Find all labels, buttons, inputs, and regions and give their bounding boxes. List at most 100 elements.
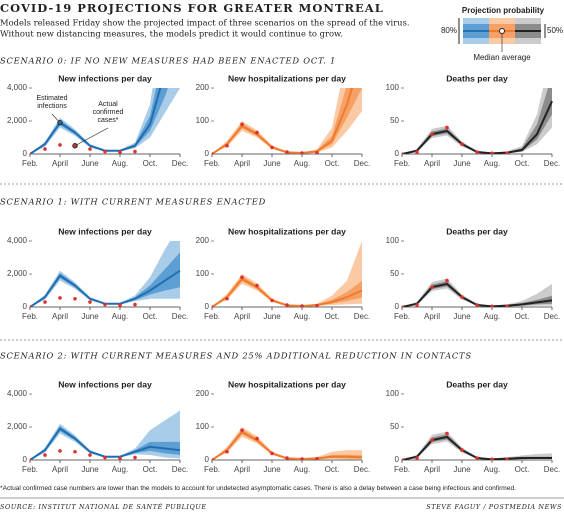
actual-dot <box>118 456 122 460</box>
x-tick-label: Aug. <box>112 159 128 168</box>
actual-dot <box>133 455 137 460</box>
actual-dot <box>490 457 494 460</box>
actual-dot <box>103 149 107 154</box>
band <box>402 434 552 460</box>
x-tick-label: Feb. <box>204 465 220 474</box>
x-tick-label: Feb. <box>22 159 38 168</box>
x-tick-label: Dec. <box>172 465 188 474</box>
plot <box>402 278 553 307</box>
actual-dot <box>505 457 509 460</box>
plot <box>30 410 181 460</box>
y-tick-label: 0 <box>395 149 400 158</box>
actual-dot <box>225 143 229 148</box>
actual-dot <box>103 302 107 307</box>
x-tick-label: April <box>234 312 250 321</box>
x-tick-label: Oct. <box>325 465 340 474</box>
y-tick-label: 2,000 <box>7 269 28 278</box>
legend-title: Projection probability <box>462 6 545 15</box>
x-tick-label: April <box>234 159 250 168</box>
median-line <box>212 430 363 460</box>
x-tick-label: Dec. <box>544 312 560 321</box>
chart: New hospitalizations per day 0 100 200 Feb. A… <box>196 73 371 168</box>
annotation: infections <box>37 103 67 110</box>
x-tick-label: Dec. <box>354 159 370 168</box>
y-tick-label: 100 <box>386 236 400 245</box>
x-tick-label: Feb. <box>394 465 410 474</box>
actual-dot <box>430 438 434 443</box>
chart-title: New hospitalizations per day <box>228 73 346 83</box>
actual-dot <box>118 303 122 307</box>
actual-dot <box>118 150 122 154</box>
y-tick-label: 100 <box>386 83 400 92</box>
x-tick-label: Aug. <box>484 465 500 474</box>
x-tick-label: Feb. <box>204 312 220 321</box>
y-tick-label: 2,000 <box>7 422 28 431</box>
y-tick-label: 200 <box>196 83 210 92</box>
x-tick-label: Dec. <box>544 465 560 474</box>
y-tick-label: 50 <box>390 422 399 431</box>
chart: Deaths per day 0 50 100 Feb. April June Aug. Oct… <box>386 73 561 168</box>
actual-dot <box>58 143 62 147</box>
x-tick-label: April <box>424 159 440 168</box>
x-tick-label: June <box>81 465 99 474</box>
actual-dot <box>315 456 319 460</box>
actual-dot <box>315 303 319 307</box>
y-tick-label: 0 <box>205 302 210 311</box>
actual-dot <box>285 150 289 154</box>
plot <box>212 88 362 154</box>
actual-dot <box>133 149 137 154</box>
x-tick-label: April <box>52 312 68 321</box>
subtitle: Models released Friday show the projecte… <box>0 18 410 28</box>
chart-title: New infections per day <box>58 226 152 236</box>
y-tick-label: 0 <box>23 302 28 311</box>
actual-dot <box>58 296 62 300</box>
chart-title: Deaths per day <box>446 226 508 236</box>
y-tick-label: 4,000 <box>7 83 28 92</box>
x-tick-label: Dec. <box>354 312 370 321</box>
annotation-marker <box>57 119 63 126</box>
actual-dot <box>315 150 319 154</box>
x-tick-label: June <box>81 312 99 321</box>
actual-dot <box>212 458 214 460</box>
y-tick-label: 50 <box>390 269 399 278</box>
scenario-heading: SCENARIO 0: IF NO NEW MEASURES HAD BEEN … <box>0 56 336 66</box>
actual-dot <box>225 296 229 301</box>
actual-dot <box>300 151 304 154</box>
x-tick-label: June <box>453 465 471 474</box>
band <box>402 431 552 460</box>
annotation-marker <box>72 143 78 149</box>
chart: New infections per day 0 2,000 4,000 Feb. Apr… <box>7 379 188 474</box>
actual-dot <box>43 453 47 457</box>
x-tick-label: June <box>453 159 471 168</box>
actual-dot <box>415 303 419 307</box>
actual-dot <box>255 130 259 135</box>
subtitle: Without new distancing measures, the mod… <box>0 29 343 39</box>
y-tick-label: 200 <box>196 236 210 245</box>
legend-marker <box>499 28 505 34</box>
legend-label: Median average <box>473 53 531 62</box>
y-tick-label: 0 <box>23 149 28 158</box>
actual-dot <box>240 275 244 280</box>
plot <box>212 241 363 307</box>
actual-dot <box>212 152 214 154</box>
actual-dot <box>445 278 449 283</box>
actual-dot <box>505 151 509 154</box>
x-tick-label: Aug. <box>112 465 128 474</box>
actual-dot <box>30 458 32 460</box>
annotation: Estimated <box>36 95 67 102</box>
x-tick-label: Aug. <box>484 159 500 168</box>
actual-dot <box>402 152 404 154</box>
y-tick-label: 100 <box>196 116 210 125</box>
chart-title: New hospitalizations per day <box>228 226 346 236</box>
actual-dot <box>445 125 449 130</box>
x-tick-label: Dec. <box>172 159 188 168</box>
x-tick-label: June <box>81 159 99 168</box>
x-tick-label: April <box>52 159 68 168</box>
y-tick-label: 200 <box>196 389 210 398</box>
actual-dot <box>73 449 77 454</box>
actual-dot <box>430 285 434 290</box>
annotation-leader <box>74 127 109 147</box>
x-tick-label: Oct. <box>515 159 530 168</box>
x-tick-label: Feb. <box>22 312 38 321</box>
